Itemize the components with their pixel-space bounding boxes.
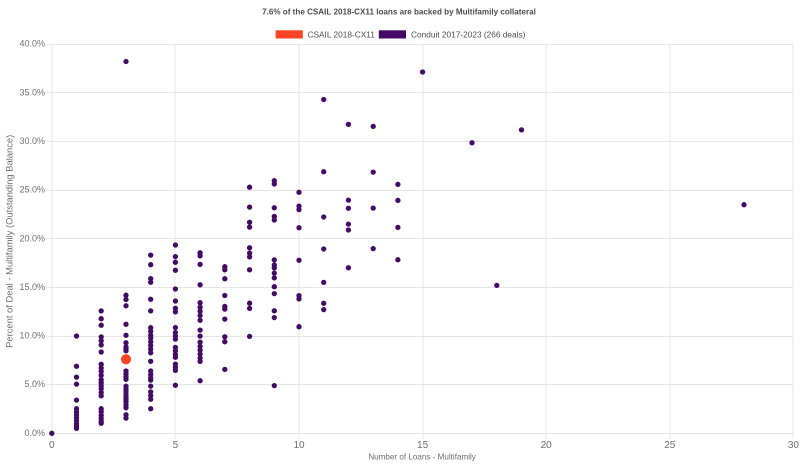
svg-text:0.0%: 0.0% (24, 428, 45, 438)
svg-text:30: 30 (788, 440, 800, 451)
svg-text:40.0%: 40.0% (19, 39, 45, 49)
svg-text:20: 20 (541, 440, 553, 451)
svg-text:7.6% of the CSAIL 2018-CX11 lo: 7.6% of the CSAIL 2018-CX11 loans are ba… (262, 8, 536, 17)
svg-text:Percent of Deal - Multifamily: Percent of Deal - Multifamily (Outstandi… (4, 135, 15, 348)
svg-text:25.0%: 25.0% (19, 185, 45, 195)
svg-text:20.0%: 20.0% (19, 233, 45, 243)
svg-text:Number of Loans - Multifamily: Number of Loans - Multifamily (368, 453, 476, 462)
svg-text:5: 5 (173, 440, 179, 451)
svg-text:30.0%: 30.0% (19, 136, 45, 146)
svg-text:35.0%: 35.0% (19, 87, 45, 97)
svg-text:Conduit 2017-2023 (266 deals): Conduit 2017-2023 (266 deals) (411, 30, 526, 40)
svg-text:10.0%: 10.0% (19, 331, 45, 341)
svg-text:0: 0 (49, 440, 55, 451)
svg-text:10: 10 (293, 440, 305, 451)
svg-text:15: 15 (417, 440, 429, 451)
svg-text:15.0%: 15.0% (19, 282, 45, 292)
svg-text:25: 25 (664, 440, 676, 451)
svg-text:5.0%: 5.0% (24, 379, 45, 389)
svg-text:CSAIL 2018-CX11: CSAIL 2018-CX11 (308, 30, 376, 40)
